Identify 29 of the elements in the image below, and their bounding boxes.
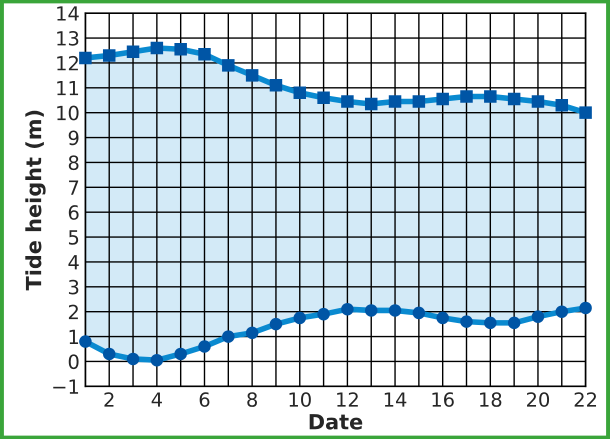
y-tick-label: 11 [57, 81, 78, 96]
x-tick-label: 20 [527, 392, 550, 407]
x-tick-label: 2 [104, 392, 114, 407]
y-tick-label: 9 [68, 130, 78, 146]
x-tick-label: 16 [432, 392, 454, 407]
y-tick-label: −1 [53, 380, 78, 394]
x-tick-label: 22 [574, 392, 596, 407]
y-tick-label: 2 [68, 304, 78, 320]
y-tick-label: 3 [68, 280, 78, 294]
y-tick-label: 4 [68, 255, 79, 270]
y-tick-label: 6 [68, 205, 79, 220]
y-tick-label: 5 [68, 230, 78, 245]
x-tick-label: 18 [480, 392, 502, 407]
y-tick-label: 12 [57, 56, 78, 70]
x-tick-label: 4 [152, 392, 162, 407]
y-axis-title: Tide height (m) [25, 110, 46, 290]
x-axis-title: Date [310, 414, 362, 430]
y-tick-label: 13 [57, 31, 78, 46]
y-tick-label: 8 [68, 155, 79, 170]
x-tick-label: 8 [247, 392, 257, 407]
x-tick-label: 14 [384, 392, 406, 407]
x-tick-label: 12 [337, 392, 358, 407]
y-tick-label: 7 [69, 180, 78, 195]
y-tick-label: 1 [70, 330, 78, 344]
y-tick-label: 10 [57, 106, 79, 120]
y-tick-label: 0 [68, 354, 79, 370]
x-tick-label: 10 [290, 392, 311, 407]
y-tick-label: 14 [57, 6, 79, 21]
x-tick-label: 6 [200, 392, 210, 407]
